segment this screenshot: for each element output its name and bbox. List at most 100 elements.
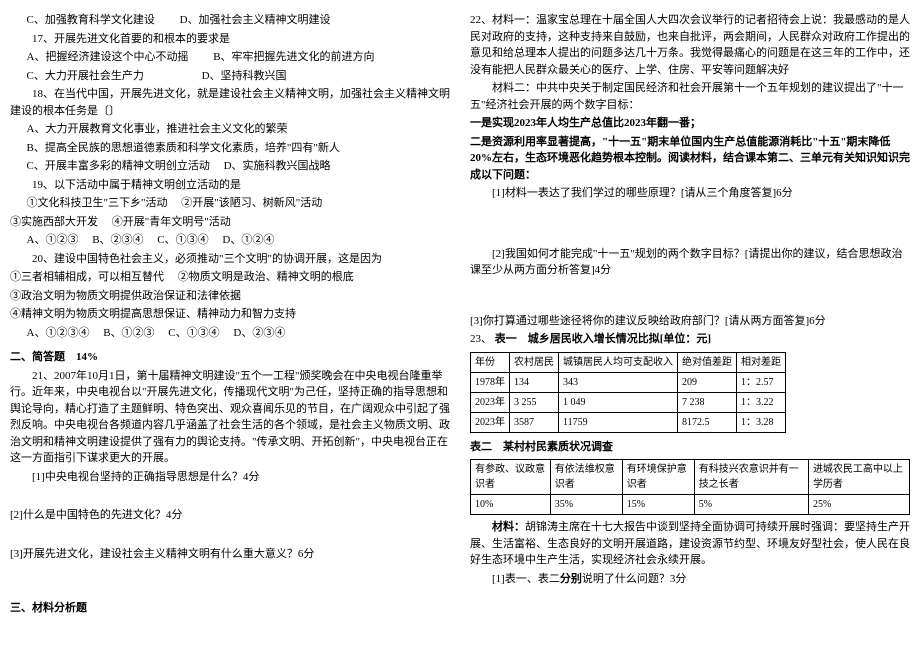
t1-row-1: 2023年 3 255 1 049 7 238 1：3.22 [471,392,786,412]
t1-row-2: 2023年 3587 11759 8172.5 1：3.28 [471,412,786,432]
q20-b: B、①②③ [103,327,154,339]
t1-title: 表一 城乡居民收入增长情况比拟[单位：元] [495,333,711,345]
m3-label: 材料： [492,521,525,533]
m3-text: 胡锦涛主席在十七大报告中谈到坚持全面协调可持续开展时强调：要坚持生产开展、生活富… [470,521,910,566]
t1-h0: 年份 [471,352,510,372]
t2-row-0: 10% 35% 15% 5% 25% [471,495,910,515]
q17-ab: A、把握经济建设这个中心不动摇 B、牢牢把握先进文化的前进方向 [27,49,451,66]
q17-a: A、把握经济建设这个中心不动摇 [27,51,189,63]
cell: 1 049 [559,392,678,412]
q18-cd: C、开展丰富多彩的精神文明创立活动 D、实施科教兴国战略 [27,158,451,175]
q18: 18、在当代中国，开展先进文化，就是建设社会主义精神文明，加强社会主义精神文明建… [10,86,450,119]
t1-h1: 农村居民 [510,352,559,372]
section-3: 三、材料分析题 [10,600,450,617]
q19-a: A、①②③ [27,234,79,246]
cell: 11759 [559,412,678,432]
t1-h2: 城镇居民人均可支配收入 [559,352,678,372]
spacer [10,564,450,592]
q20: 20、建设中国特色社会主义，必须推动"三个文明"的协调开展，这是因为 [10,251,450,268]
q17-c: C、大力开展社会生产力 [27,70,144,82]
q18-a: A、大力开展教育文化事业，推进社会主义文化的繁荣 [27,121,451,138]
q23-1-post: 说明了什么问题？3分 [582,573,687,585]
q20-d: D、②③④ [233,327,285,339]
t2-title: 表二 某村村民素质状况调查 [470,439,910,456]
spacer [470,281,910,311]
table-1: 年份 农村居民 城镇居民人均可支配收入 绝对值差距 相对差距 1978年 134… [470,352,786,433]
q19-34: ③实施西部大开发 ④开展"青年文明号"活动 [10,214,450,231]
q17-b: B、牢牢把握先进文化的前进方向 [213,51,374,63]
q19-d: D、①②④ [222,234,274,246]
q19-4: ④开展"青年文明号"活动 [112,216,231,228]
q16-d: D、加强社会主义精神文明建设 [180,14,331,26]
left-column: C、加强教育科学文化建设 D、加强社会主义精神文明建设 17、开展先进文化首要的… [10,10,450,617]
m2-2: 二是资源利用率显著提高，"十一五"期末单位国内生产总值能源消耗比"十五"期末降低… [470,134,910,184]
q23-1: [1]表一、表二分别说明了什么问题？3分 [470,571,910,588]
cell: 3 255 [510,392,559,412]
q20-4: ④精神文明为物质文明提高思想保证、精神动力和智力支持 [10,306,450,323]
cell: 209 [678,372,737,392]
cell: 134 [510,372,559,392]
t2-header-row: 有参政、议政意识者 有依法维权意识者 有环境保护意识者 有科技兴农意识并有一技之… [471,460,910,495]
q19-opts: A、①②③ B、②③④ C、①③④ D、①②④ [27,232,451,249]
q17: 17、开展先进文化首要的和根本的要求是 [10,31,450,48]
cell: 5% [694,495,808,515]
spacer [470,204,910,244]
cell: 1：2.57 [737,372,786,392]
q22-3: [3]你打算通过哪些途径将你的建议反映给政府部门？[请从两方面答复]6分 [470,313,910,330]
q20-c: C、①③④ [168,327,219,339]
q19-1: ①文化科技卫生"三下乡"活动 [27,197,168,209]
m2-1: 一是实现2023年人均生产总值比2023年翻一番； [470,115,910,132]
q23-1-bold: 分别 [560,573,582,585]
q22-1: [1]材料一表达了我们学过的哪些原理？[请从三个角度答复]6分 [470,185,910,202]
cell: 35% [550,495,622,515]
q19-b: B、②③④ [92,234,143,246]
q21: 21、2007年10月1日，第十届精神文明建设"五个一工程"颁奖晚会在中央电视台… [10,368,450,467]
q19-12: ①文化科技卫生"三下乡"活动 ②开展"该陋习、树新风"活动 [27,195,451,212]
q19-c: C、①③④ [157,234,208,246]
q22-2: [2]我国如何才能完成"十一五"规划的两个数字目标？[请提出你的建议，结合思想政… [470,246,910,279]
q20-2: ②物质文明是政治、精神文明的根底 [178,271,354,283]
q23-line: 23、 表一 城乡居民收入增长情况比拟[单位：元] [470,331,910,348]
cell: 3587 [510,412,559,432]
spacer [10,487,450,505]
cell: 15% [622,495,694,515]
t2-h1: 有依法维权意识者 [550,460,622,495]
cell: 1978年 [471,372,510,392]
t1-row-0: 1978年 134 343 209 1：2.57 [471,372,786,392]
t2-h4: 进城农民工高中以上学历者 [808,460,909,495]
q20-1: ①三者相辅相成，可以相互替代 [10,271,164,283]
cell: 1：3.28 [737,412,786,432]
t2-h3: 有科技兴农意识并有一技之长者 [694,460,808,495]
q20-a: A、①②③④ [27,327,90,339]
t2-h2: 有环境保护意识者 [622,460,694,495]
q18-c: C、开展丰富多彩的精神文明创立活动 [27,160,210,172]
q22: 22、材料一：温家宝总理在十届全国人大四次会议举行的记者招待会上说：我最感动的是… [470,12,910,78]
q16-options: C、加强教育科学文化建设 D、加强社会主义精神文明建设 [27,12,451,29]
q19: 19、以下活动中属于精神文明创立活动的是 [10,177,450,194]
q18-b: B、提高全民族的思想道德素质和科学文化素质，培养"四有"新人 [27,140,451,157]
q20-12: ①三者相辅相成，可以相互替代 ②物质文明是政治、精神文明的根底 [10,269,450,286]
q16-c: C、加强教育科学文化建设 [27,14,155,26]
q23-1-pre: [1]表一、表二 [492,573,560,585]
cell: 2023年 [471,412,510,432]
q20-opts: A、①②③④ B、①②③ C、①③④ D、②③④ [27,325,451,342]
q21-3: [3]开展先进文化，建设社会主义精神文明有什么重大意义？6分 [10,546,450,563]
cell: 1：3.22 [737,392,786,412]
right-column: 22、材料一：温家宝总理在十届全国人大四次会议举行的记者招待会上说：我最感动的是… [470,10,910,617]
cell: 343 [559,372,678,392]
cell: 10% [471,495,551,515]
m2: 材料二：中共中央关于制定国民经济和社会开展第十一个五年规划的建议提出了"十一五"… [470,80,910,113]
section-2: 二、简答题 14% [10,349,450,366]
m3: 材料：胡锦涛主席在十七大报告中谈到坚持全面协调可持续开展时强调：要坚持生产开展、… [470,519,910,569]
spacer [10,526,450,544]
q19-3: ③实施西部大开发 [10,216,98,228]
table-2: 有参政、议政意识者 有依法维权意识者 有环境保护意识者 有科技兴农意识并有一技之… [470,459,910,515]
q17-cd: C、大力开展社会生产力 D、坚持科教兴国 [27,68,451,85]
q17-d: D、坚持科教兴国 [202,70,287,82]
cell: 25% [808,495,909,515]
t1-h4: 相对差距 [737,352,786,372]
q19-2: ②开展"该陋习、树新风"活动 [181,197,322,209]
q18-d: D、实施科教兴国战略 [224,160,331,172]
q23: 23、 [470,333,492,345]
q21-1: [1]中央电视台坚持的正确指导思想是什么？4分 [10,469,450,486]
